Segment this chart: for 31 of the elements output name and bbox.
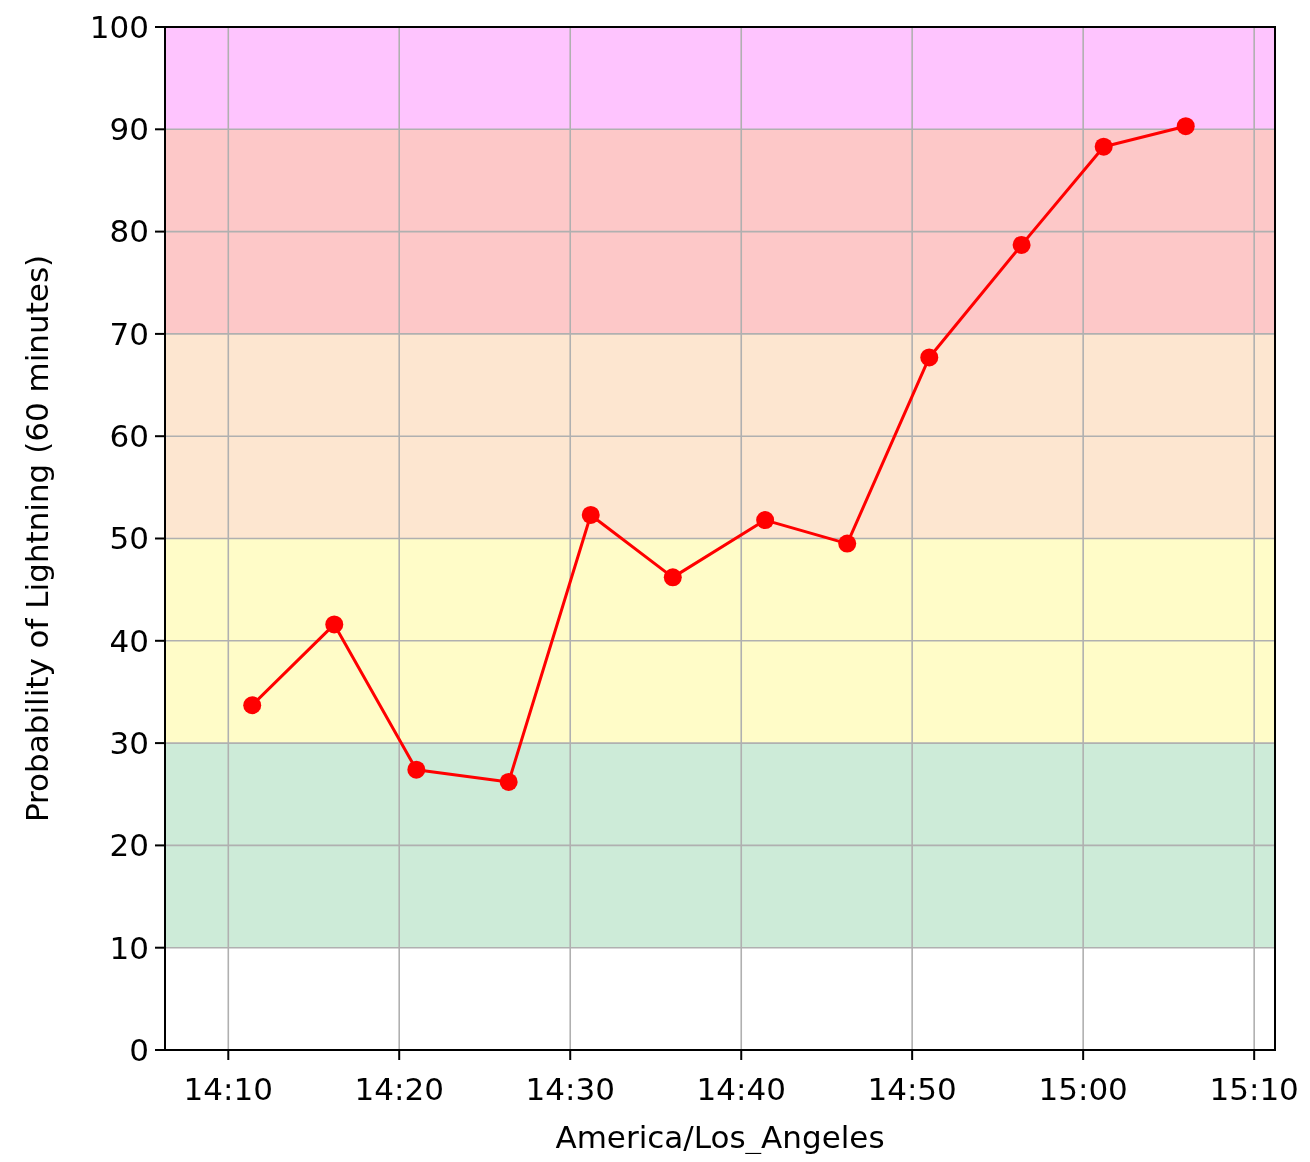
x-tick-label: 15:00 bbox=[1038, 1071, 1128, 1107]
y-tick-label: 30 bbox=[109, 724, 149, 761]
y-tick-label: 40 bbox=[109, 622, 149, 659]
point bbox=[1012, 235, 1031, 254]
y-tick-label: 20 bbox=[109, 827, 149, 864]
y-tick-label: 80 bbox=[109, 213, 149, 250]
x-tick-label: 14:10 bbox=[183, 1071, 273, 1107]
point bbox=[663, 568, 682, 587]
point bbox=[1094, 137, 1113, 156]
y-axis-title: Probability of Lightning (60 minutes) bbox=[19, 254, 55, 823]
y-tick-label: 10 bbox=[109, 929, 149, 966]
x-tick-label: 14:30 bbox=[525, 1071, 615, 1107]
point bbox=[920, 348, 939, 367]
x-tick-label: 14:20 bbox=[354, 1071, 444, 1107]
y-tick-label: 90 bbox=[109, 111, 149, 148]
point bbox=[838, 534, 857, 553]
x-tick-label: 14:50 bbox=[867, 1071, 957, 1107]
point bbox=[1176, 117, 1195, 136]
x-tick-label: 14:40 bbox=[696, 1071, 786, 1107]
y-tick-label: 0 bbox=[129, 1031, 149, 1068]
y-tick-label: 50 bbox=[109, 520, 149, 557]
y-tick-label: 60 bbox=[109, 418, 149, 455]
point bbox=[243, 696, 262, 715]
point bbox=[499, 772, 518, 791]
point bbox=[407, 760, 426, 779]
point bbox=[325, 615, 344, 634]
point bbox=[581, 505, 600, 524]
x-tick-label: 15:10 bbox=[1209, 1071, 1299, 1107]
y-tick-label: 100 bbox=[89, 8, 149, 45]
y-tick-label: 70 bbox=[109, 315, 149, 352]
point bbox=[756, 511, 775, 530]
